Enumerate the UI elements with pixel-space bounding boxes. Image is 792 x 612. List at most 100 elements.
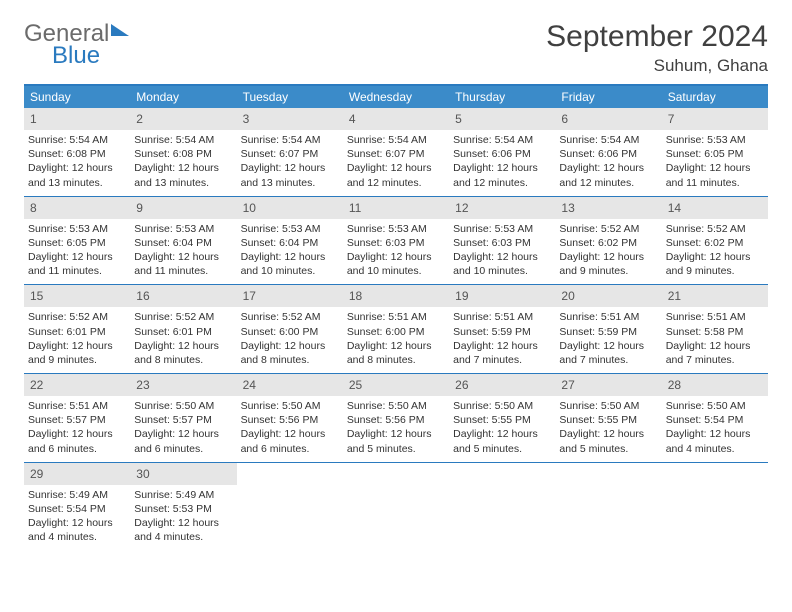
day-info-line: Sunset: 5:55 PM — [453, 413, 551, 427]
day-info-line: and 9 minutes. — [666, 264, 764, 278]
day-info-line: Daylight: 12 hours — [453, 250, 551, 264]
week-row: 8 Sunrise: 5:53 AMSunset: 6:05 PM Daylight… — [24, 197, 768, 286]
day-info-line: and 12 minutes. — [347, 176, 445, 190]
logo-text-block: General Blue — [24, 22, 129, 68]
day-number: 9 — [136, 201, 143, 215]
day-info-line: Sunset: 6:04 PM — [134, 236, 232, 250]
day-number: 2 — [136, 112, 143, 126]
day-info-line: Sunrise: 5:52 AM — [559, 222, 657, 236]
day-number: 30 — [136, 467, 149, 481]
day-info-line: and 7 minutes. — [559, 353, 657, 367]
day-number-row: 16 — [130, 285, 236, 307]
day-info-line: Sunset: 5:54 PM — [666, 413, 764, 427]
day-info-line: Sunrise: 5:52 AM — [241, 310, 339, 324]
day-number-row: 13 — [555, 197, 661, 219]
day-info-line: Daylight: 12 hours — [666, 250, 764, 264]
day-info-line: Daylight: 12 hours — [453, 161, 551, 175]
day-info-line: Daylight: 12 hours — [347, 427, 445, 441]
day-info-line: and 4 minutes. — [28, 530, 126, 544]
day-number-row: 12 — [449, 197, 555, 219]
day-cell: 13Sunrise: 5:52 AMSunset: 6:02 PMDayligh… — [555, 197, 661, 285]
day-number-row: 5 — [449, 108, 555, 130]
day-cell — [662, 463, 768, 551]
weekday-label: Sunday — [24, 86, 130, 108]
day-cell: 28 Sunrise: 5:50 AMSunset: 5:54 PMDayligh… — [662, 374, 768, 462]
day-info-line: Daylight: 12 hours — [28, 427, 126, 441]
day-info-line: and 5 minutes. — [453, 442, 551, 456]
day-number: 4 — [349, 112, 356, 126]
day-info-line: Sunset: 5:59 PM — [453, 325, 551, 339]
day-number-row: 30 — [130, 463, 236, 485]
day-info-line: Daylight: 12 hours — [134, 427, 232, 441]
day-number-row: 14 — [662, 197, 768, 219]
logo-triangle-icon — [111, 24, 129, 36]
day-info-line: Daylight: 12 hours — [28, 516, 126, 530]
day-info-line: Sunrise: 5:50 AM — [347, 399, 445, 413]
day-info-line: Sunrise: 5:53 AM — [28, 222, 126, 236]
day-number-row: 3 — [237, 108, 343, 130]
day-cell: 26Sunrise: 5:50 AMSunset: 5:55 PMDayligh… — [449, 374, 555, 462]
day-info-line: Sunset: 6:06 PM — [453, 147, 551, 161]
day-info-line: Sunrise: 5:54 AM — [347, 133, 445, 147]
day-info-line: and 13 minutes. — [241, 176, 339, 190]
day-number-row: 29 — [24, 463, 130, 485]
day-number: 1 — [30, 112, 37, 126]
day-info-line: Sunrise: 5:50 AM — [666, 399, 764, 413]
day-info-line: Sunset: 5:57 PM — [28, 413, 126, 427]
day-cell: 24Sunrise: 5:50 AMSunset: 5:56 PMDayligh… — [237, 374, 343, 462]
day-number: 7 — [668, 112, 675, 126]
weeks-container: 1Sunrise: 5:54 AMSunset: 6:08 PMDaylight… — [24, 108, 768, 550]
day-number-row: 28 — [662, 374, 768, 396]
day-number-row: 27 — [555, 374, 661, 396]
week-row: 29Sunrise: 5:49 AMSunset: 5:54 PMDayligh… — [24, 463, 768, 551]
day-number: 17 — [243, 289, 256, 303]
day-number-row: 11 — [343, 197, 449, 219]
day-cell: 30Sunrise: 5:49 AMSunset: 5:53 PMDayligh… — [130, 463, 236, 551]
day-info-line: and 6 minutes. — [241, 442, 339, 456]
day-cell: 22Sunrise: 5:51 AMSunset: 5:57 PMDayligh… — [24, 374, 130, 462]
day-number: 12 — [455, 201, 468, 215]
day-info-line: and 7 minutes. — [666, 353, 764, 367]
day-cell: 1Sunrise: 5:54 AMSunset: 6:08 PMDaylight… — [24, 108, 130, 196]
day-number-row: 21 — [662, 285, 768, 307]
day-info-line: Daylight: 12 hours — [666, 427, 764, 441]
day-info-line: and 8 minutes. — [241, 353, 339, 367]
day-info-line: Sunset: 6:02 PM — [559, 236, 657, 250]
day-number: 6 — [561, 112, 568, 126]
day-info-line: Sunrise: 5:50 AM — [559, 399, 657, 413]
day-info-line: Sunrise: 5:54 AM — [28, 133, 126, 147]
day-cell: 19Sunrise: 5:51 AMSunset: 5:59 PMDayligh… — [449, 285, 555, 373]
day-info-line: Sunrise: 5:54 AM — [241, 133, 339, 147]
day-cell: 2Sunrise: 5:54 AMSunset: 6:08 PMDaylight… — [130, 108, 236, 196]
day-number: 10 — [243, 201, 256, 215]
day-number-row: 4 — [343, 108, 449, 130]
day-number-row: 24 — [237, 374, 343, 396]
day-cell: 20Sunrise: 5:51 AMSunset: 5:59 PMDayligh… — [555, 285, 661, 373]
day-info-line: and 5 minutes. — [559, 442, 657, 456]
day-info-line: and 12 minutes. — [559, 176, 657, 190]
day-info-line: Daylight: 12 hours — [666, 339, 764, 353]
day-number-row: 22 — [24, 374, 130, 396]
day-info-line: Sunrise: 5:50 AM — [453, 399, 551, 413]
day-number-row: 2 — [130, 108, 236, 130]
day-number: 8 — [30, 201, 37, 215]
day-number: 13 — [561, 201, 574, 215]
day-info-line: Sunrise: 5:53 AM — [666, 133, 764, 147]
day-info-line: and 6 minutes. — [134, 442, 232, 456]
day-number-row: 6 — [555, 108, 661, 130]
day-info-line: Sunset: 5:56 PM — [241, 413, 339, 427]
day-number: 21 — [668, 289, 681, 303]
day-info-line: Sunrise: 5:49 AM — [28, 488, 126, 502]
calendar: Sunday Monday Tuesday Wednesday Thursday… — [24, 84, 768, 550]
day-info-line: Sunset: 6:05 PM — [28, 236, 126, 250]
day-info-line: Sunrise: 5:51 AM — [347, 310, 445, 324]
day-number-row: 10 — [237, 197, 343, 219]
day-number: 22 — [30, 378, 43, 392]
day-cell — [449, 463, 555, 551]
day-info-line: Daylight: 12 hours — [241, 339, 339, 353]
day-info-line: and 11 minutes. — [28, 264, 126, 278]
weekday-label: Tuesday — [237, 86, 343, 108]
day-info-line: Sunset: 5:58 PM — [666, 325, 764, 339]
day-cell: 6Sunrise: 5:54 AMSunset: 6:06 PMDaylight… — [555, 108, 661, 196]
day-number: 25 — [349, 378, 362, 392]
